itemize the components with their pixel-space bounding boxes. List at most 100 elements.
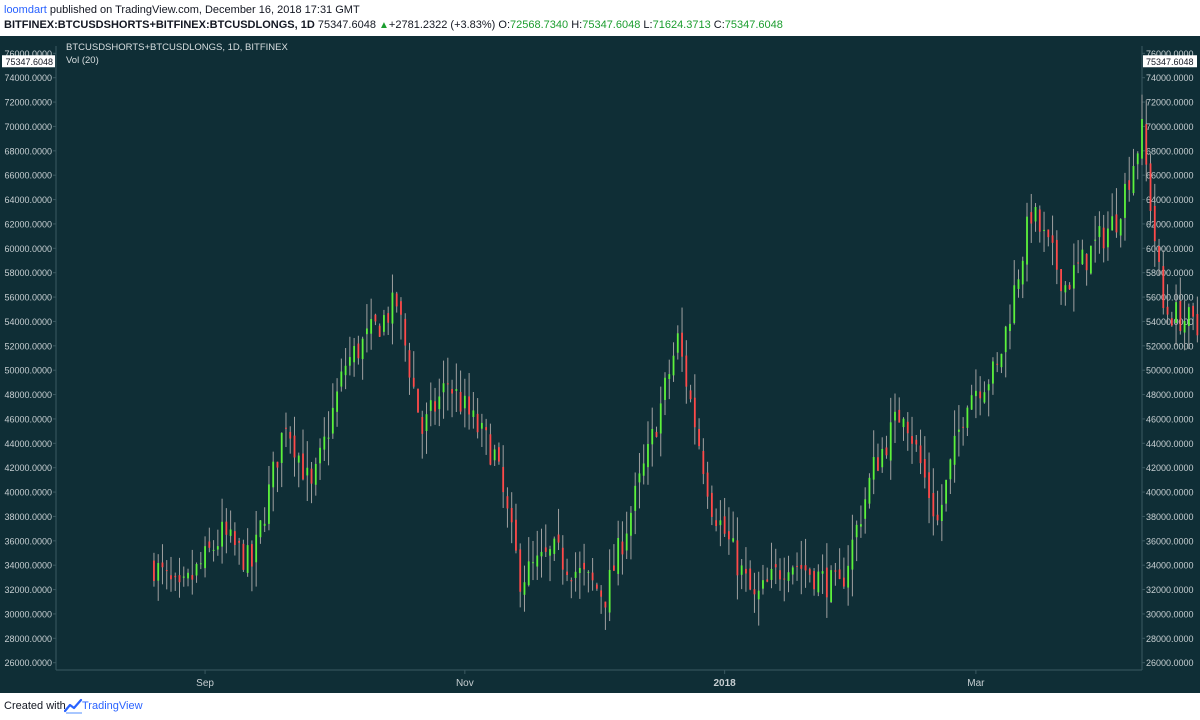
price-chart[interactable]: 26000.0000 26000.0000 28000.0000 28000.0000…: [0, 36, 1200, 693]
candle-body: [506, 496, 509, 509]
low-label: L:: [643, 19, 653, 31]
last-price: 75347.6048: [317, 19, 376, 31]
candle-body: [344, 365, 347, 376]
candle-body: [766, 579, 769, 582]
candle-body: [259, 520, 262, 538]
candle-body: [527, 561, 530, 586]
candle-body: [515, 519, 517, 551]
candle-body: [383, 315, 385, 332]
candle-body: [847, 565, 850, 588]
candle-body: [1017, 279, 1020, 289]
candle-body: [1077, 262, 1080, 264]
candle-body: [877, 457, 879, 471]
candle-body: [523, 582, 526, 595]
y-tick-label-left: 62000.0000: [4, 219, 52, 229]
x-tick-label: Mar: [967, 678, 985, 689]
tradingview-brand-link[interactable]: TradingView: [82, 700, 143, 712]
candle-body: [1055, 239, 1058, 270]
y-tick-label-left: 70000.0000: [4, 122, 52, 132]
candle-body: [1111, 216, 1114, 231]
candle-body: [1166, 306, 1169, 315]
candle-body: [361, 338, 364, 360]
candle-body: [613, 565, 615, 571]
candle-body: [314, 463, 317, 485]
y-tick-label-right: 40000.0000: [1146, 488, 1194, 498]
candle-body: [1162, 266, 1165, 309]
candle-body: [851, 539, 854, 570]
publish-info: published on TradingView.com, December 1…: [49, 4, 360, 16]
y-tick-label-left: 40000.0000: [4, 488, 52, 498]
candle-body: [757, 590, 760, 600]
candle-body: [864, 499, 867, 519]
candle-body: [595, 584, 598, 589]
up-arrow-icon: ▲: [379, 20, 389, 31]
y-tick-label-right: 72000.0000: [1146, 98, 1194, 108]
candle-body: [182, 576, 185, 578]
author-link[interactable]: loomdart: [4, 4, 47, 16]
pane-indicator-label: Vol (20): [66, 55, 99, 66]
candle-body: [992, 361, 994, 384]
candle-body: [638, 473, 641, 483]
chart-footer: Created with TradingView: [0, 693, 1200, 720]
candle-body: [472, 410, 475, 417]
y-tick-label-right: 70000.0000: [1146, 122, 1194, 132]
candle-body: [604, 601, 607, 608]
y-tick-label-right: 28000.0000: [1146, 634, 1194, 644]
candle-body: [199, 563, 202, 565]
candle-body: [1013, 285, 1016, 324]
candle-body: [1030, 212, 1033, 224]
tradingview-logo-icon: [64, 698, 83, 714]
candle-body: [566, 571, 568, 576]
candle-body: [251, 544, 253, 567]
candle-body: [1192, 305, 1195, 317]
candle-body: [532, 562, 534, 564]
candle-body: [323, 436, 326, 450]
candle-body: [400, 301, 402, 315]
candle-body: [553, 538, 556, 554]
publish-line: loomdart published on TradingView.com, D…: [4, 3, 360, 17]
candle-body: [578, 567, 581, 574]
candle-body: [1128, 180, 1131, 190]
candle-body: [446, 383, 449, 385]
open-label: O:: [498, 19, 511, 31]
pane-legend-title: BTCUSDSHORTS+BTCUSDLONGS, 1D, BITFINEX: [66, 42, 288, 53]
y-tick-label-left: 46000.0000: [4, 414, 52, 424]
candle-body: [719, 520, 722, 526]
candle-body: [1098, 226, 1101, 238]
candle-body: [302, 453, 304, 480]
candle-body: [774, 564, 777, 568]
candle-body: [191, 575, 194, 580]
candle-body: [353, 345, 356, 363]
candle-body: [570, 580, 573, 582]
candle-body: [1072, 265, 1075, 289]
candle-body: [779, 570, 781, 580]
candle-body: [868, 477, 871, 504]
candle-body: [740, 565, 743, 575]
candle-body: [549, 549, 551, 556]
candle-body: [238, 540, 241, 543]
close-label: C:: [713, 19, 725, 31]
candle-body: [1145, 124, 1148, 165]
candle-body: [233, 531, 236, 546]
y-tick-label-right: 48000.0000: [1146, 390, 1194, 400]
candle-body: [655, 431, 658, 437]
y-tick-label-left: 54000.0000: [4, 317, 52, 327]
y-tick-label-left: 74000.0000: [4, 73, 52, 83]
candle-body: [749, 568, 752, 590]
candle-body: [195, 564, 198, 576]
chart-frame[interactable]: 26000.0000 26000.0000 28000.0000 28000.0000…: [0, 36, 1200, 693]
y-tick-label-left: 72000.0000: [4, 98, 52, 108]
candle-body: [906, 421, 909, 434]
y-tick-label-right: 30000.0000: [1146, 609, 1194, 619]
candle-body: [174, 575, 177, 578]
candle-body: [1021, 260, 1024, 285]
candle-body: [374, 314, 377, 322]
candle-body: [621, 541, 624, 555]
y-tick-label-left: 28000.0000: [4, 634, 52, 644]
candle-body: [1000, 353, 1003, 368]
candle-body: [1085, 254, 1088, 271]
candle-body: [745, 568, 747, 574]
candle-body: [689, 390, 692, 400]
candle-body: [770, 568, 773, 580]
candle-body: [681, 332, 683, 357]
